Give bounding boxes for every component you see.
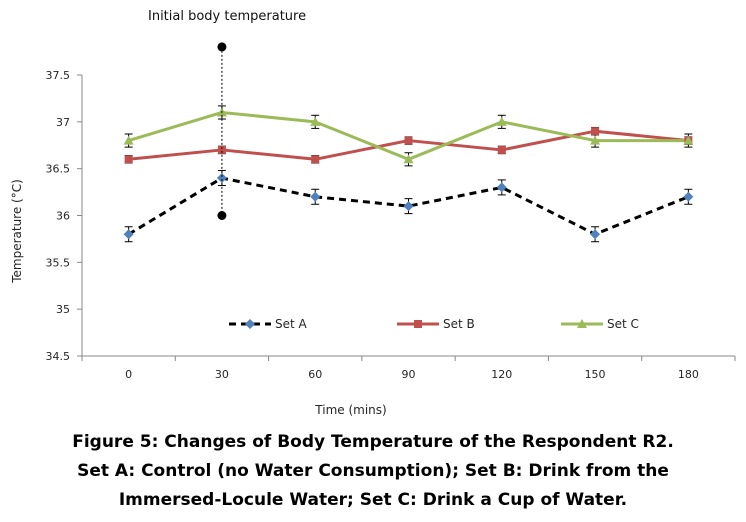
set-b-point <box>311 155 320 164</box>
legend-set-c-marker <box>577 319 587 328</box>
set-c-point <box>310 116 321 126</box>
series-lines <box>127 110 689 236</box>
y-tick-label: 35.5 <box>46 256 71 269</box>
set-b-point <box>497 145 506 154</box>
y-tick-label: 36.5 <box>46 163 71 176</box>
marker-dot-top <box>217 42 227 52</box>
set-b-point <box>404 136 413 145</box>
legend-set-a-marker <box>245 319 255 329</box>
caption-line-2: Set A: Control (no Water Consumption); S… <box>77 461 669 481</box>
x-axis-title: Time (mins) <box>314 403 386 417</box>
legend-set-b-marker <box>414 320 422 328</box>
set-b-point <box>591 127 600 136</box>
y-tick-label: 37.5 <box>46 69 71 82</box>
y-tick-label: 36 <box>56 210 70 223</box>
figure-caption: Figure 5: Changes of Body Temperature of… <box>0 428 746 515</box>
set-c-point <box>123 135 134 145</box>
x-tick-label: 90 <box>402 368 416 381</box>
axes: 34.5 35 35.5 36 36.5 37 37.5 0 30 60 90 120 150 180 <box>46 69 736 381</box>
set-c-point <box>496 116 507 126</box>
set-a-point <box>496 182 507 193</box>
legend: Set A Set B Set C <box>229 317 639 331</box>
y-axis-title: Temperature (°C) <box>10 179 24 284</box>
set-c-point <box>683 135 694 145</box>
x-tick-label: 60 <box>308 368 322 381</box>
line-chart: Initial body temperature 34.5 35 35.5 36 36.… <box>10 9 736 417</box>
set-a-point <box>683 191 694 202</box>
y-tick-label: 35 <box>56 303 70 316</box>
series-markers <box>123 107 694 240</box>
caption-line-3: Immersed-Locule Water; Set C: Drink a Cu… <box>118 490 628 510</box>
y-tick-label: 34.5 <box>46 350 71 363</box>
marker-dot-bottom <box>217 211 227 220</box>
x-tick-label: 120 <box>491 368 512 381</box>
set-b-point <box>217 145 226 154</box>
legend-set-c-label: Set C <box>607 317 639 331</box>
error-bars <box>124 105 693 243</box>
x-tick-label: 150 <box>585 368 606 381</box>
x-tick-label: 30 <box>215 368 229 381</box>
x-tick-label: 180 <box>678 368 699 381</box>
set-c-point <box>403 154 414 164</box>
set-b-point <box>124 155 133 164</box>
x-tick-label: 0 <box>125 368 132 381</box>
caption-line-1: Figure 5: Changes of Body Temperature of… <box>72 432 674 452</box>
legend-set-a-label: Set A <box>275 317 308 331</box>
initial-temperature-marker <box>217 42 227 220</box>
set-a-point <box>403 201 414 212</box>
set-c-point <box>590 135 601 145</box>
set-a-point <box>590 229 601 240</box>
set-a-point <box>310 191 321 202</box>
set-a-point <box>216 173 227 184</box>
set-a-point <box>123 229 134 240</box>
y-tick-label: 37 <box>56 116 70 129</box>
annotation-initial-body-temperature: Initial body temperature <box>148 9 306 24</box>
legend-set-b-label: Set B <box>443 317 475 331</box>
